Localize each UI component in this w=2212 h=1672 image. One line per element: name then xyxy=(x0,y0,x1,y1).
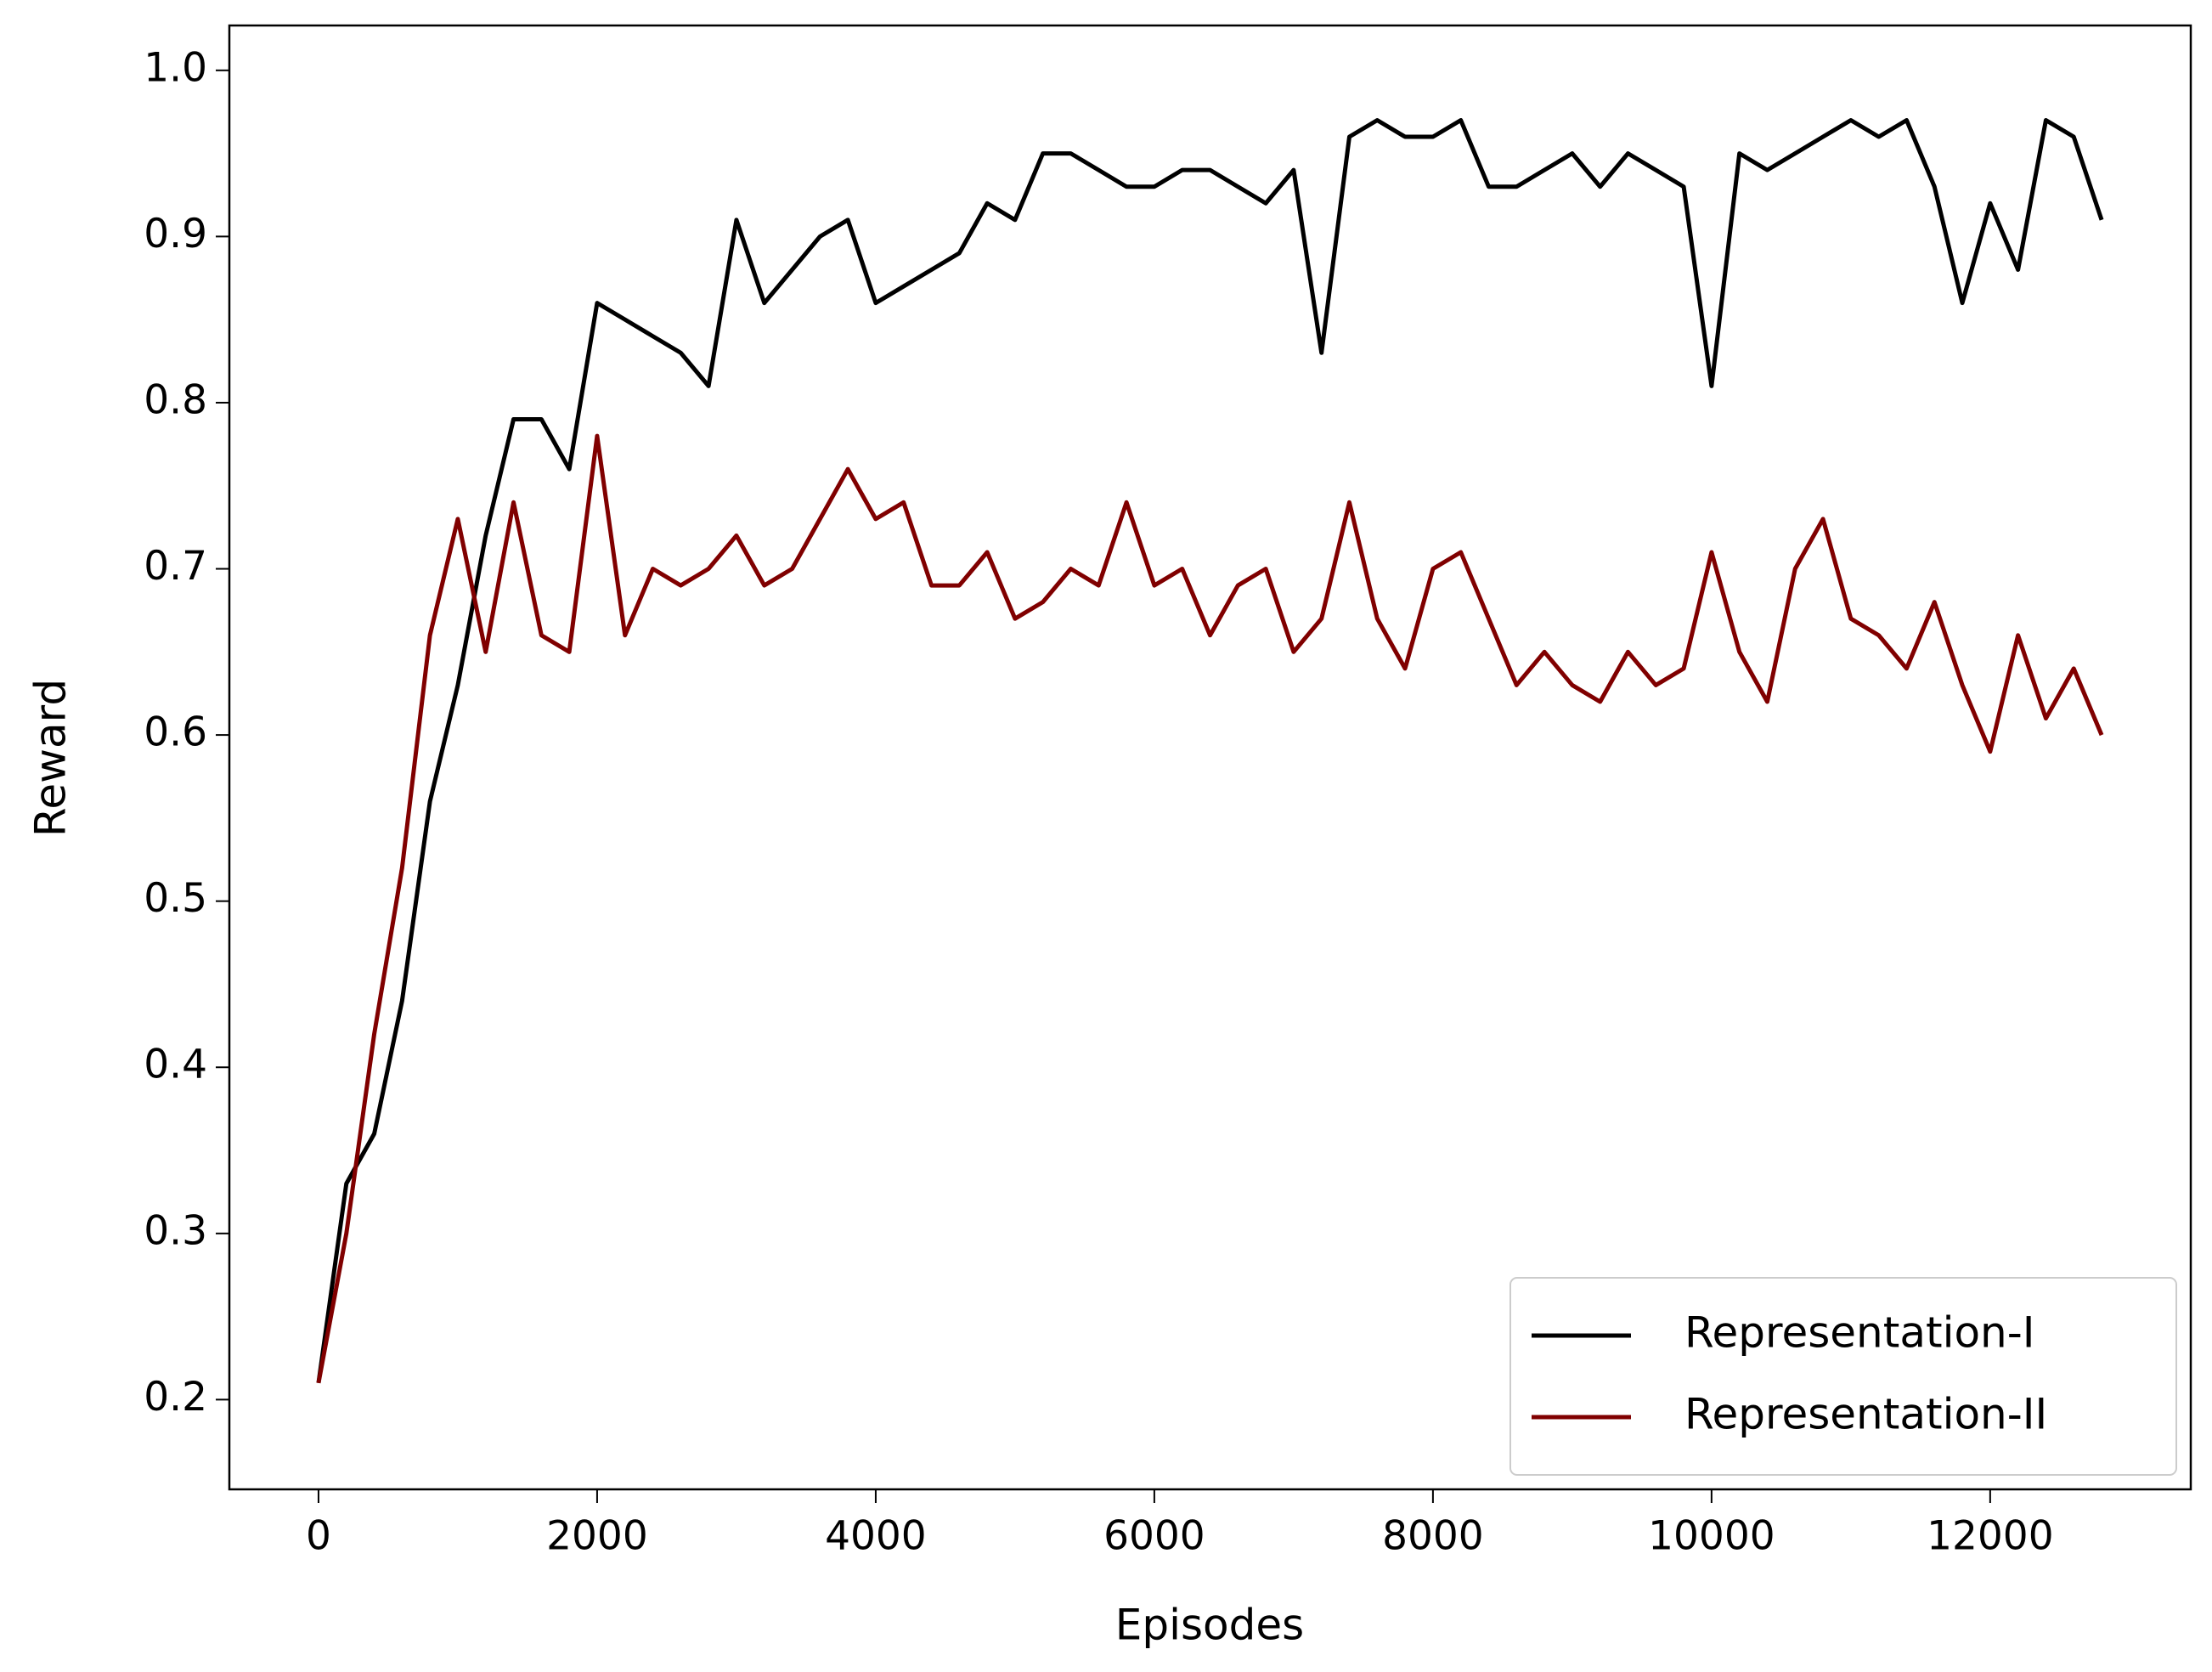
legend-box xyxy=(1509,1277,2177,1476)
x-tick-label: 12000 xyxy=(1927,1513,2054,1560)
x-tick-label: 6000 xyxy=(1103,1513,1205,1560)
y-tick-label: 0.9 xyxy=(144,211,207,257)
series-line xyxy=(316,433,2104,1384)
x-tick-label: 4000 xyxy=(825,1513,927,1560)
legend-label: Representation-I xyxy=(1684,1308,2035,1358)
y-axis-label: Reward xyxy=(26,679,76,837)
legend-label: Representation-II xyxy=(1684,1390,2047,1439)
series-line xyxy=(316,117,2104,1384)
x-tick-label: 10000 xyxy=(1648,1513,1775,1560)
x-axis-label: Episodes xyxy=(1115,1601,1304,1650)
axes-frame xyxy=(228,24,2192,1491)
y-tick-label: 0.7 xyxy=(144,543,207,590)
legend: Representation-I Representation-II xyxy=(1509,1277,2177,1476)
y-tick-label: 0.4 xyxy=(144,1042,207,1088)
x-tick-label: 8000 xyxy=(1382,1513,1484,1560)
y-tick-label: 0.8 xyxy=(144,376,207,423)
y-tick-label: 1.0 xyxy=(144,44,207,91)
y-tick-label: 0.5 xyxy=(144,875,207,922)
x-tick-label: 2000 xyxy=(546,1513,648,1560)
y-tick-label: 0.3 xyxy=(144,1207,207,1254)
y-tick-label: 0.2 xyxy=(144,1374,207,1421)
x-tick-label: 0 xyxy=(306,1513,331,1560)
y-tick-label: 0.6 xyxy=(144,709,207,756)
